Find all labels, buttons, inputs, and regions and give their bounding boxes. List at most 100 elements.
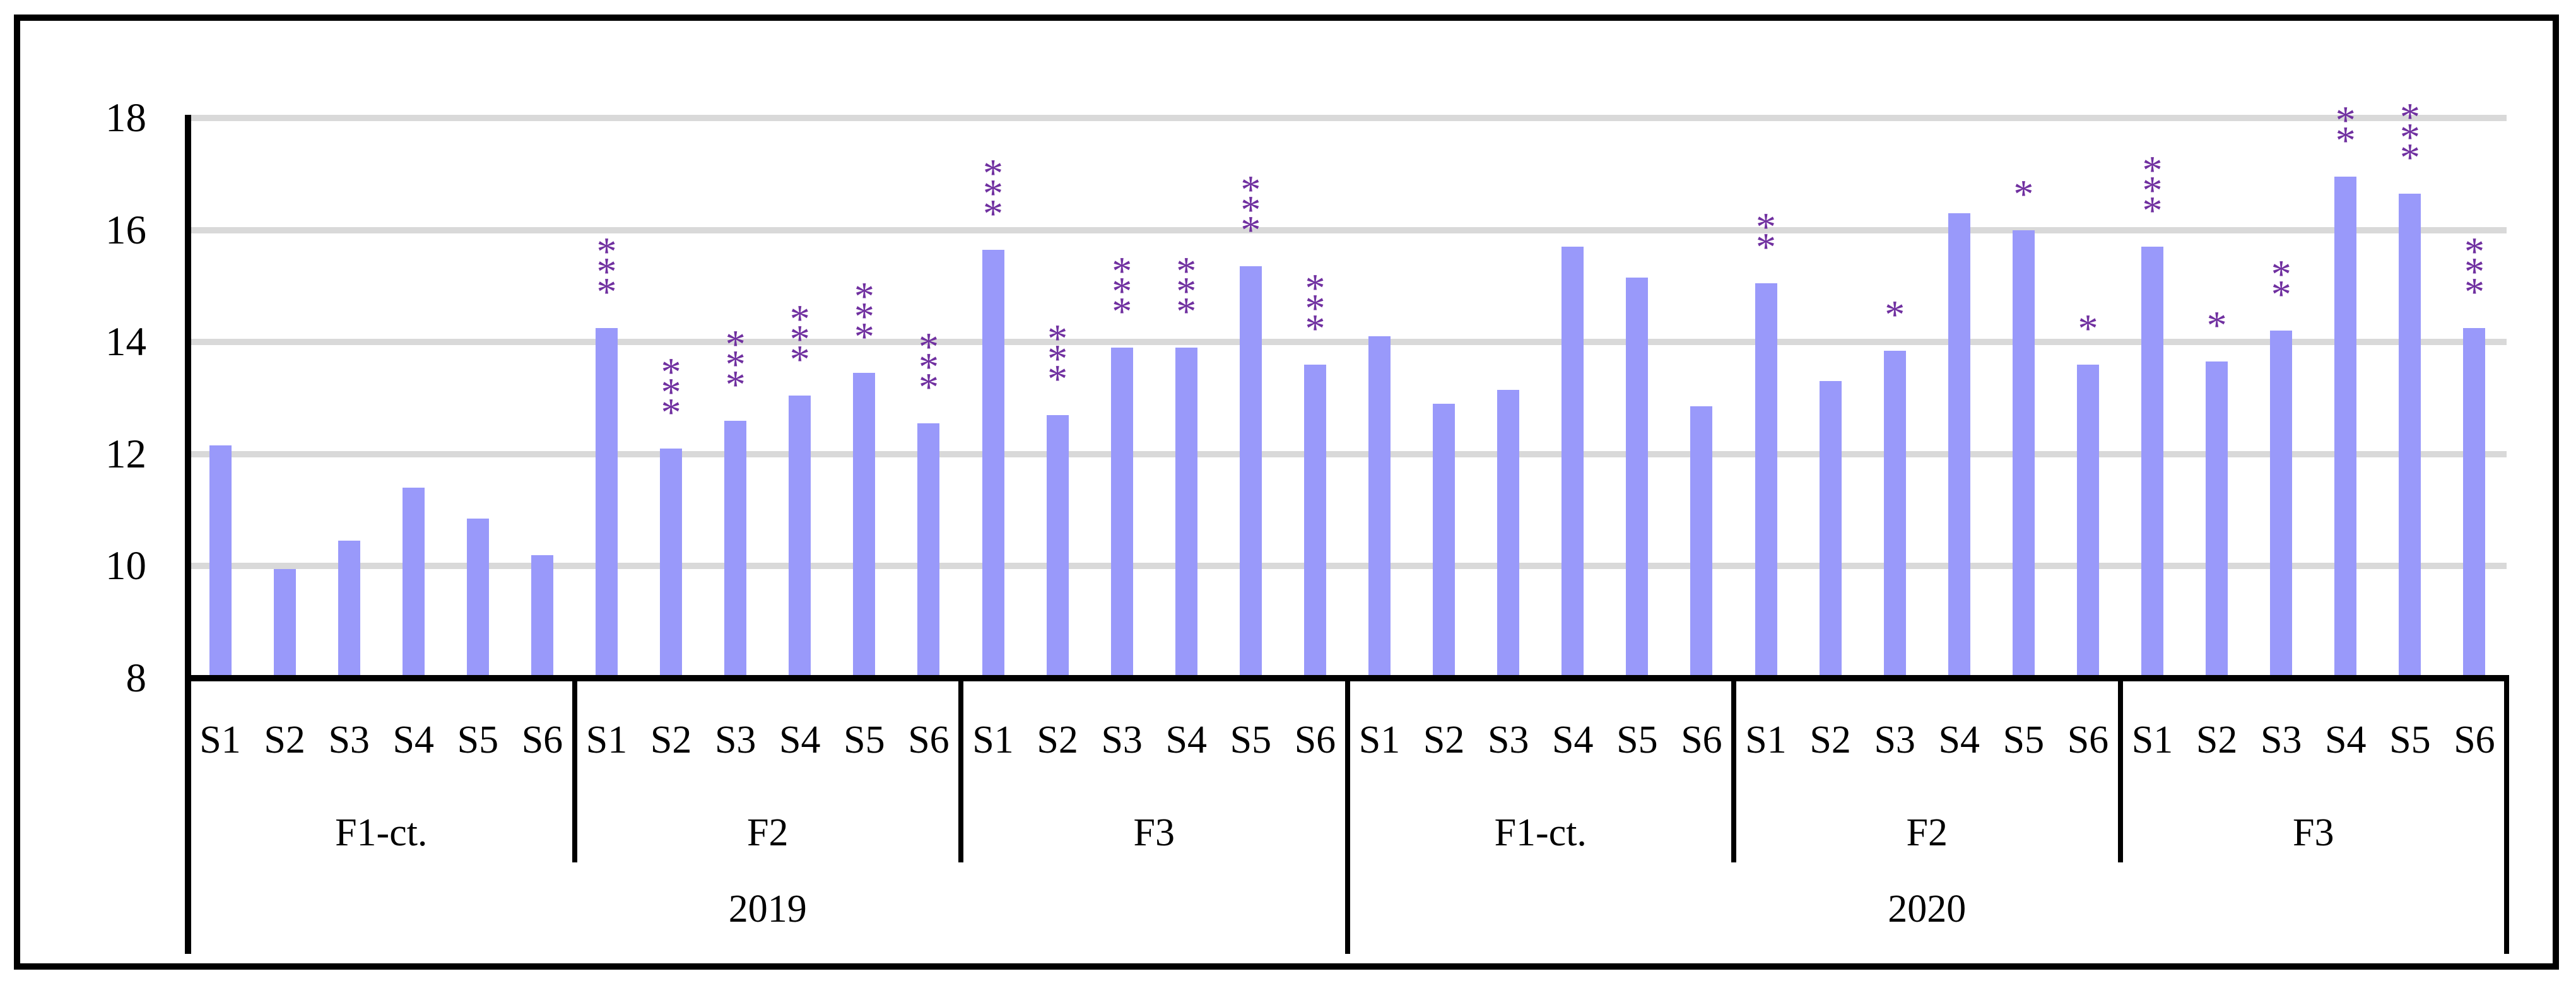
sample-label: S2 (2196, 719, 2238, 761)
significance-stars: * (1998, 173, 2049, 214)
significance-stars: * * (1741, 206, 1791, 267)
year-label: 2020 (1888, 888, 1967, 931)
asterisk-icon: * (854, 314, 874, 360)
sample-label: S4 (1552, 719, 1594, 761)
sample-label: S1 (585, 719, 628, 761)
sample-label: S1 (972, 719, 1014, 761)
sample-label: S1 (1358, 719, 1401, 761)
sample-label: S2 (650, 719, 692, 761)
bar (1626, 278, 1649, 678)
significance-stars: * * (2256, 254, 2307, 317)
bar (2141, 247, 2164, 678)
x-axis-line (185, 675, 2509, 681)
bar (596, 328, 618, 678)
asterisk-icon: * (1112, 289, 1132, 334)
sample-label: S1 (2131, 719, 2173, 761)
bar (724, 420, 747, 678)
significance-stars: * * * (1032, 318, 1083, 401)
group-label: F1-ct. (1494, 811, 1587, 854)
group-separator-line (2117, 681, 2123, 862)
sample-label: S5 (1616, 719, 1658, 761)
bar (2463, 328, 2486, 678)
gridline (188, 450, 2507, 457)
group-label: F2 (747, 811, 789, 854)
asterisk-icon: * (2464, 269, 2485, 314)
asterisk-icon: * (2271, 272, 2291, 317)
bar (531, 555, 553, 678)
asterisk-icon: * (1305, 305, 1326, 351)
sample-label: S4 (1938, 719, 1980, 761)
group-label: F2 (1906, 811, 1948, 854)
significance-stars: * (2192, 305, 2242, 346)
sample-label: S3 (1101, 719, 1143, 761)
sample-label: S2 (1809, 719, 1851, 761)
asterisk-icon: * (1885, 291, 1905, 337)
significance-stars: * * * (968, 153, 1018, 233)
sample-label: S3 (714, 719, 756, 761)
bar (917, 423, 940, 678)
sample-label: S6 (521, 719, 563, 761)
sample-label: S1 (1745, 719, 1787, 761)
group-label: F1-ct. (335, 811, 428, 854)
bar (1046, 414, 1069, 678)
asterisk-icon: * (789, 336, 810, 382)
sample-label: S3 (1874, 719, 1915, 761)
asterisk-icon: * (1176, 289, 1197, 334)
sample-label: S6 (2067, 719, 2109, 761)
sample-label: S3 (1487, 719, 1529, 761)
bar (209, 445, 232, 678)
significance-stars: * * * (1161, 251, 1211, 334)
axis-table-right-line (2504, 681, 2509, 954)
bar (1239, 266, 1262, 678)
asterisk-icon: * (596, 269, 617, 314)
gridline (188, 115, 2507, 121)
sample-label: S6 (1294, 719, 1336, 761)
group-label: F3 (2293, 811, 2334, 854)
sample-label: S3 (2260, 719, 2302, 761)
y-axis-tick-label: 14 (105, 319, 146, 365)
bar (853, 373, 876, 678)
bar (273, 568, 296, 678)
significance-stars: * * * (775, 298, 825, 382)
sample-label: S6 (2454, 719, 2495, 761)
bar (2076, 364, 2099, 678)
sample-label: S5 (2003, 719, 2045, 761)
y-axis-tick-label: 12 (105, 431, 146, 477)
asterisk-icon: * (2335, 118, 2356, 163)
significance-stars: * * * (1225, 170, 1276, 250)
bar (2206, 361, 2228, 678)
bar (1819, 381, 1842, 678)
bar (1110, 348, 1133, 678)
sample-label: S4 (1165, 719, 1208, 761)
significance-stars: * * * (903, 326, 954, 407)
significance-stars: * * * (646, 351, 697, 432)
significance-stars: * * (2320, 100, 2371, 163)
significance-stars: * * * (1290, 267, 1340, 351)
sample-label: S1 (199, 719, 241, 761)
bar (466, 518, 489, 678)
bar (1948, 213, 1970, 678)
sample-label: S5 (844, 719, 885, 761)
y-axis-tick-label: 16 (105, 207, 146, 253)
sample-label: S5 (457, 719, 499, 761)
y-axis-tick-label: 18 (105, 95, 146, 141)
group-label: F3 (1133, 811, 1175, 854)
figure-border (14, 15, 2559, 970)
sample-label: S5 (1230, 719, 1272, 761)
bar (1755, 283, 1777, 678)
asterisk-icon: * (1047, 356, 1068, 401)
year-separator-line (1344, 681, 1350, 954)
bar (1690, 406, 1713, 678)
sample-label: S5 (2389, 719, 2431, 761)
bar (1433, 403, 1456, 678)
gridline (188, 563, 2507, 570)
bar (2012, 230, 2035, 678)
bar (789, 395, 811, 678)
y-axis-line (185, 115, 191, 954)
sample-label: S2 (1037, 719, 1078, 761)
significance-stars: * * * (839, 276, 890, 360)
bar (402, 488, 425, 678)
year-label: 2019 (728, 888, 807, 931)
sample-label: S6 (908, 719, 950, 761)
